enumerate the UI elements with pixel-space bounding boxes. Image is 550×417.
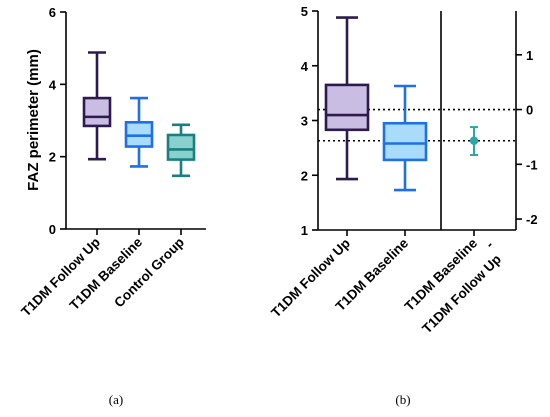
panel-b-y2-tick-label: -2	[526, 212, 538, 227]
panel-b-box-1	[382, 84, 428, 192]
panel-a-box-1	[124, 96, 154, 168]
panel-a-category-label: T1DM Baseline	[67, 234, 146, 313]
panel-b-category-label-line2: -	[482, 238, 496, 252]
panel-a-y-axis-label: FAZ perimeter (mm)	[25, 49, 42, 191]
panel-a-y-tick-label: 2	[49, 150, 56, 165]
panel-a-y-tick-label: 0	[49, 222, 56, 237]
panel-b-category-label-line1: T1DM Baseline	[402, 235, 481, 314]
panel-b-difference	[469, 126, 479, 156]
box-iqr	[82, 96, 112, 128]
panel-b-y2-tick-label: 0	[526, 103, 533, 118]
panel-b-y-tick-label: 2	[301, 168, 308, 183]
panel-b-y-tick-label: 4	[301, 59, 309, 74]
box-iqr	[166, 133, 196, 161]
panel-b-y-tick-label: 3	[301, 114, 308, 129]
panel-a-label: (a)	[109, 392, 123, 407]
panel-b-box-0	[324, 16, 370, 181]
panel-a-box-0	[82, 51, 112, 161]
difference-estimate-point	[469, 136, 479, 145]
panel-a-y-tick-label: 6	[49, 5, 56, 20]
box-iqr	[324, 83, 370, 132]
panel-b-y-tick-label: 5	[301, 4, 308, 19]
panel-a-y-tick-label: 4	[49, 77, 57, 92]
panel-b-label: (b)	[395, 392, 410, 407]
panel-b-y-tick-label: 1	[301, 223, 308, 238]
panel-a-box-2	[166, 123, 196, 178]
panel-a-category-label: T1DM Follow Up	[18, 235, 103, 320]
box-iqr	[382, 121, 428, 162]
panel-b-y2-tick-label: -1	[526, 157, 538, 172]
panel-b-y2-tick-label: 1	[526, 48, 533, 63]
